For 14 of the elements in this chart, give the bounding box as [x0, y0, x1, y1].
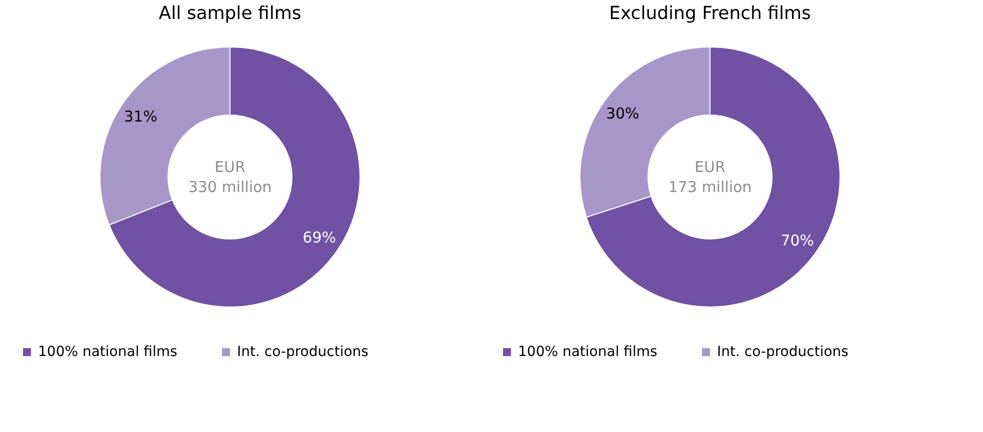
text: 330 million: [188, 178, 272, 196]
data-label: 30%: [606, 104, 640, 123]
data-label: 69%: [302, 228, 336, 247]
text: 173 million: [668, 178, 752, 196]
legend-label: Int. co-productions: [717, 344, 848, 360]
legend-label: 100% national films: [518, 344, 658, 360]
text: EUR: [694, 158, 726, 176]
chart-title: All sample films: [158, 3, 302, 24]
legend-label: 100% national films: [38, 344, 178, 360]
text: EUR: [214, 158, 246, 176]
data-label: 70%: [780, 231, 814, 250]
data-label: 31%: [124, 107, 158, 126]
chart-title: Excluding French films: [609, 3, 811, 24]
legend-label: Int. co-productions: [237, 344, 368, 360]
